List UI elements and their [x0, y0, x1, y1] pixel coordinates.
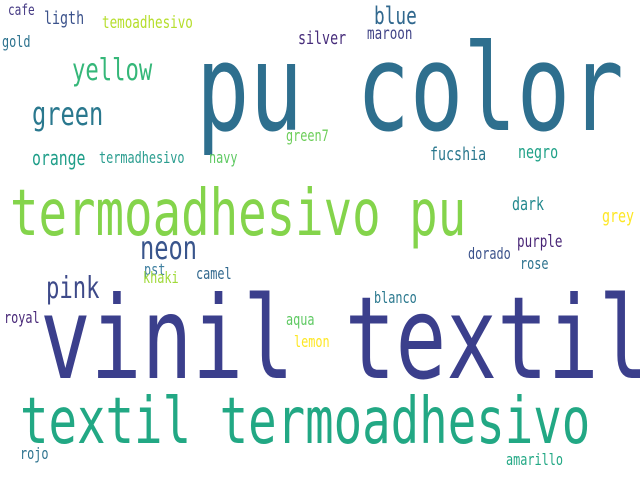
word-cafe: cafe: [8, 1, 35, 19]
word-blanco: blanco: [374, 288, 417, 307]
word-negro: negro: [518, 142, 559, 163]
word-gold: gold: [2, 32, 31, 51]
word-textil-termoadhesivo: textil termoadhesivo: [20, 385, 591, 459]
word-purple: purple: [517, 232, 563, 252]
word-grey: grey: [602, 206, 635, 227]
word-green7: green7: [286, 126, 329, 145]
word-maroon: maroon: [367, 24, 413, 44]
word-camel: camel: [196, 264, 232, 283]
word-dorado: dorado: [468, 244, 511, 263]
word-orange: orange: [32, 146, 86, 170]
word-yellow: yellow: [72, 53, 153, 88]
word-ligth: ligth: [44, 8, 85, 29]
word-neon: neon: [140, 229, 198, 267]
word-dark: dark: [512, 194, 545, 215]
word-fucshia: fucshia: [430, 144, 487, 165]
word-royal: royal: [4, 308, 40, 327]
word-termoadhesivo-pu: termoadhesivo pu: [10, 177, 467, 251]
word-silver: silver: [298, 28, 347, 49]
word-blue: blue: [374, 2, 417, 30]
word-vinil-textil: vinil textil: [40, 272, 640, 405]
word-pink: pink: [46, 271, 100, 306]
word-amarillo: amarillo: [506, 450, 564, 469]
word-lemon: lemon: [294, 332, 330, 351]
word-pu-color: pu color: [196, 20, 624, 159]
word-pst: pst: [144, 260, 166, 279]
word-navy: navy: [209, 148, 238, 167]
word-green: green: [32, 95, 104, 133]
word-rojo: rojo: [20, 444, 49, 463]
word-aqua: aqua: [286, 310, 315, 329]
word-rose: rose: [520, 254, 549, 273]
word-termadhesivo: termadhesivo: [99, 148, 185, 167]
word-temoadhesivo: temoadhesivo: [102, 13, 193, 33]
word-khaki: khaki: [143, 268, 179, 287]
